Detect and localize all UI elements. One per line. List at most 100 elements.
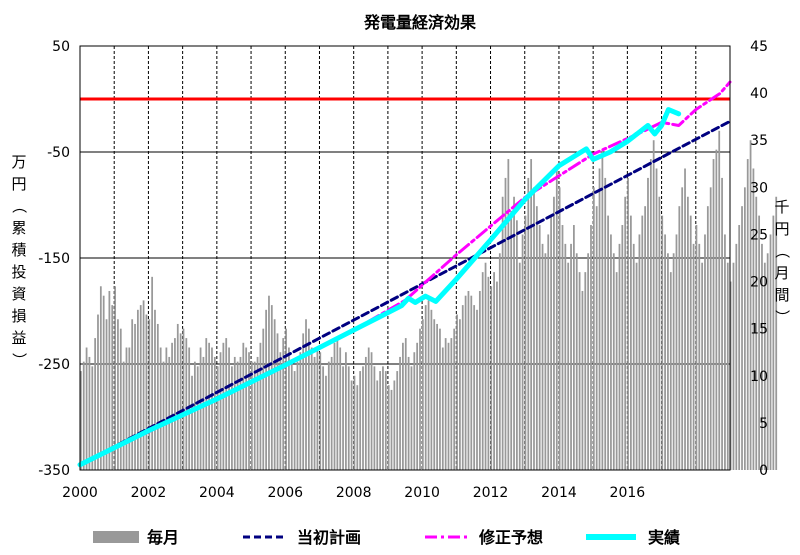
monthly-bar bbox=[541, 243, 544, 470]
monthly-bar bbox=[612, 253, 615, 470]
monthly-bar bbox=[362, 366, 364, 470]
legend-item-monthly: 毎月 bbox=[93, 528, 179, 547]
right-tick-label: 30 bbox=[750, 180, 768, 196]
monthly-bar bbox=[265, 309, 267, 470]
monthly-bar bbox=[675, 234, 678, 470]
monthly-bar bbox=[356, 385, 359, 470]
monthly-bar bbox=[467, 290, 470, 470]
monthly-bar bbox=[732, 262, 735, 470]
monthly-bar bbox=[404, 338, 407, 470]
monthly-bar bbox=[772, 215, 775, 470]
monthly-bar bbox=[533, 187, 535, 471]
monthly-bar bbox=[686, 196, 689, 470]
monthly-bar bbox=[496, 281, 498, 470]
monthly-bar bbox=[379, 371, 381, 470]
monthly-bar bbox=[729, 281, 732, 470]
monthly-bar bbox=[222, 342, 225, 470]
monthly-bar bbox=[592, 187, 595, 471]
legend-item-plan: 当初計画 bbox=[243, 528, 361, 547]
monthly-bar bbox=[721, 177, 723, 470]
monthly-bar bbox=[669, 272, 672, 470]
monthly-bar bbox=[655, 168, 658, 470]
monthly-bar bbox=[270, 305, 273, 470]
monthly-bar bbox=[310, 347, 313, 470]
monthly-bar bbox=[501, 196, 504, 470]
monthly-bar bbox=[749, 140, 752, 470]
monthly-bar bbox=[410, 366, 413, 470]
monthly-bar bbox=[718, 130, 721, 471]
monthly-bar bbox=[367, 347, 370, 470]
monthly-bar bbox=[154, 309, 156, 470]
monthly-bar bbox=[689, 215, 692, 470]
monthly-bar bbox=[339, 347, 342, 470]
monthly-bar bbox=[627, 177, 629, 470]
monthly-bar bbox=[629, 215, 632, 470]
monthly-bar bbox=[444, 338, 447, 470]
axis-label-char: （ bbox=[10, 198, 28, 213]
x-tick-label: 2014 bbox=[541, 485, 577, 501]
monthly-bar bbox=[575, 253, 578, 470]
monthly-bar bbox=[382, 366, 384, 470]
monthly-bar bbox=[524, 215, 527, 470]
right-tick-label: 40 bbox=[750, 86, 768, 102]
legend-label: 修正予想 bbox=[478, 528, 543, 547]
monthly-bar bbox=[507, 159, 510, 471]
monthly-bar bbox=[393, 380, 396, 470]
monthly-bar bbox=[416, 342, 419, 470]
monthly-bar bbox=[550, 215, 552, 470]
monthly-bar bbox=[302, 333, 305, 470]
monthly-bar bbox=[598, 168, 601, 470]
monthly-bar bbox=[176, 323, 179, 470]
monthly-bar bbox=[145, 314, 148, 470]
monthly-bar bbox=[450, 338, 453, 470]
monthly-bar bbox=[94, 338, 97, 470]
axis-label-char: 累 bbox=[11, 219, 26, 237]
left-tick-label: -50 bbox=[47, 145, 70, 161]
monthly-bar bbox=[125, 347, 128, 470]
monthly-bar bbox=[459, 319, 461, 470]
axis-label-char: 積 bbox=[11, 241, 26, 259]
monthly-bar bbox=[88, 356, 91, 470]
monthly-bar bbox=[447, 342, 450, 470]
monthly-bar bbox=[253, 361, 256, 470]
monthly-bar bbox=[250, 361, 253, 470]
monthly-bar bbox=[527, 177, 530, 470]
monthly-bar bbox=[136, 309, 139, 470]
monthly-bar bbox=[513, 196, 515, 470]
monthly-bar bbox=[564, 243, 567, 470]
monthly-bar bbox=[402, 342, 404, 470]
monthly-bar bbox=[538, 225, 541, 470]
legend-label: 実績 bbox=[648, 528, 680, 547]
monthly-bars bbox=[80, 130, 778, 471]
monthly-bar bbox=[279, 352, 282, 470]
monthly-bar bbox=[322, 366, 324, 470]
monthly-bar bbox=[461, 305, 464, 470]
monthly-bar bbox=[233, 356, 236, 470]
monthly-bar bbox=[208, 342, 211, 470]
monthly-bar bbox=[769, 234, 772, 470]
monthly-bar bbox=[544, 253, 547, 470]
monthly-bar bbox=[276, 333, 279, 470]
monthly-bar bbox=[476, 309, 478, 470]
monthly-bar bbox=[746, 159, 749, 471]
x-tick-label: 2004 bbox=[199, 485, 235, 501]
monthly-bar bbox=[151, 276, 154, 470]
right-tick-label: 25 bbox=[750, 227, 768, 243]
monthly-bar bbox=[216, 366, 219, 470]
monthly-bar bbox=[632, 243, 635, 470]
x-tick-label: 2012 bbox=[473, 485, 509, 501]
monthly-bar bbox=[413, 352, 416, 470]
monthly-bar bbox=[701, 262, 704, 470]
monthly-bar bbox=[439, 328, 441, 470]
monthly-bar bbox=[285, 328, 287, 470]
monthly-bar bbox=[307, 328, 310, 470]
plot-frame bbox=[79, 45, 731, 471]
monthly-bar bbox=[174, 338, 176, 470]
monthly-bar bbox=[248, 352, 250, 470]
monthly-bar bbox=[353, 375, 356, 470]
monthly-bar bbox=[259, 342, 262, 470]
monthly-bar bbox=[484, 262, 487, 470]
monthly-bar bbox=[464, 295, 467, 470]
monthly-bar bbox=[555, 168, 558, 470]
